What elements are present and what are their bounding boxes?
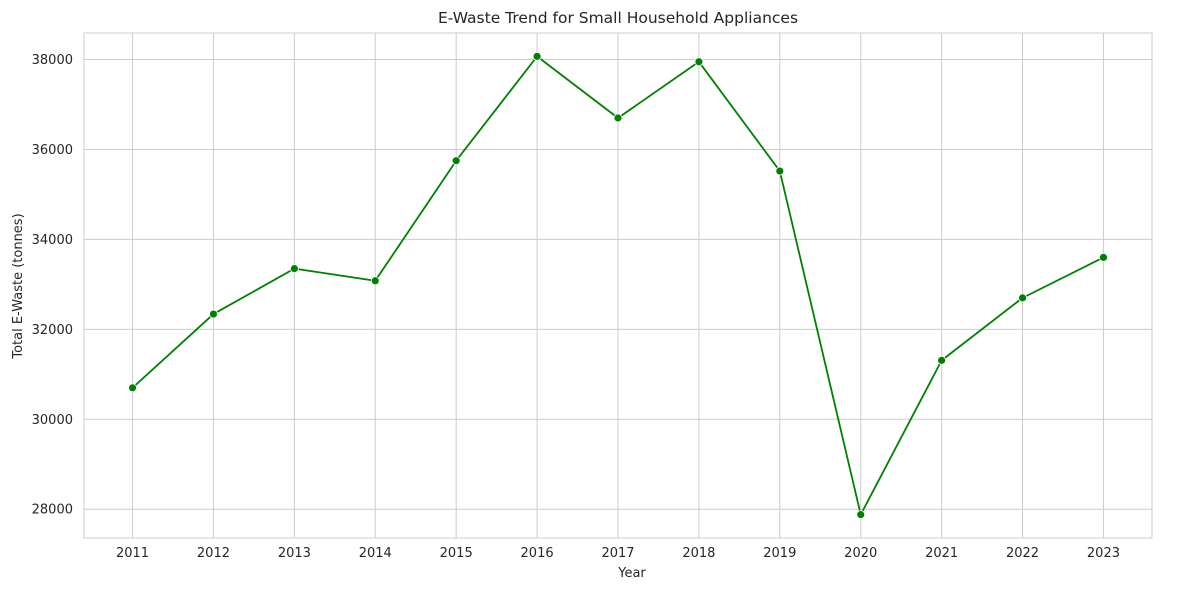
x-tick-label: 2020	[844, 546, 877, 561]
x-tick-labels: 2011 2012 2013 2014 2015 2016 2017 2018 2019 2020…	[116, 546, 1120, 561]
x-tick-label: 2012	[197, 546, 230, 561]
chart-title: E-Waste Trend for Small Household Applia…	[438, 9, 798, 27]
x-tick-label: 2013	[278, 546, 311, 561]
data-point	[775, 166, 785, 176]
data-point	[694, 57, 704, 67]
x-tick-label: 2011	[116, 546, 149, 561]
data-point	[613, 113, 623, 123]
data-point	[1018, 293, 1027, 303]
data-point	[370, 276, 380, 286]
y-tick-label: 30000	[32, 413, 73, 428]
y-tick-label: 36000	[32, 143, 73, 158]
y-gridlines	[84, 59, 1152, 510]
x-tick-label: 2015	[440, 546, 473, 561]
x-tick-label: 2018	[682, 546, 715, 561]
x-gridlines	[132, 33, 1104, 538]
data-point	[856, 510, 866, 520]
data-point	[532, 51, 542, 61]
y-tick-label: 32000	[32, 323, 73, 338]
y-tick-label: 28000	[32, 503, 73, 518]
data-point	[937, 355, 947, 365]
x-tick-label: 2016	[521, 546, 554, 561]
x-tick-label: 2014	[359, 546, 392, 561]
y-tick-labels: 28000 30000 32000 34000 36000 38000	[32, 53, 73, 518]
x-axis-title: Year	[617, 566, 646, 581]
x-tick-label: 2023	[1087, 546, 1120, 561]
data-point	[1099, 252, 1108, 262]
data-point	[451, 156, 461, 166]
y-tick-label: 38000	[32, 53, 73, 68]
series-layer	[128, 51, 1108, 520]
x-tick-label: 2021	[925, 546, 958, 561]
x-tick-label: 2017	[601, 546, 634, 561]
y-tick-label: 34000	[32, 233, 73, 248]
x-tick-label: 2019	[763, 546, 796, 561]
y-axis-title: Total E-Waste (tonnes)	[11, 213, 26, 359]
data-point	[289, 264, 299, 274]
data-point	[209, 309, 218, 319]
x-tick-label: 2022	[1006, 546, 1039, 561]
data-point	[128, 383, 137, 393]
